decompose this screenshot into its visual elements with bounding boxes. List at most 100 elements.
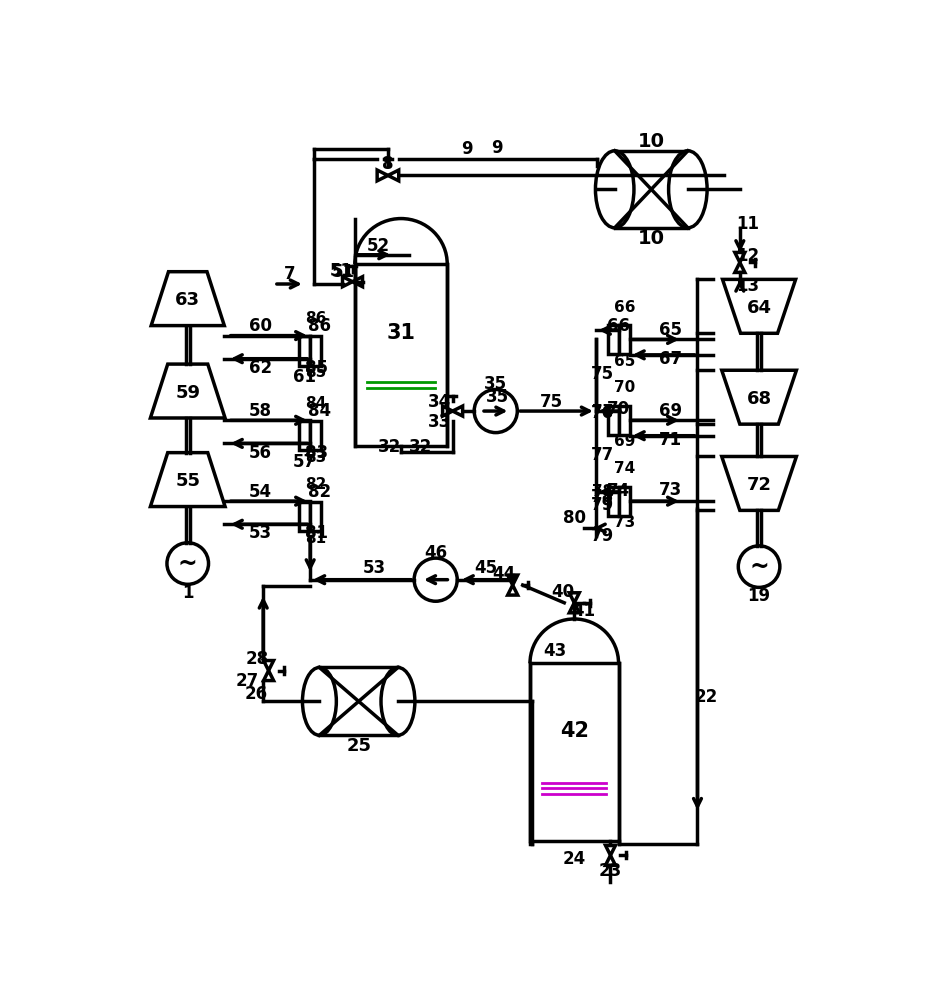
Text: 31: 31 xyxy=(387,323,416,343)
Polygon shape xyxy=(377,170,388,181)
Polygon shape xyxy=(151,364,225,418)
Text: 54: 54 xyxy=(248,483,272,501)
Text: 55: 55 xyxy=(175,472,200,490)
Text: 62: 62 xyxy=(248,359,272,377)
Text: 44: 44 xyxy=(492,565,515,583)
Text: 82: 82 xyxy=(308,483,331,501)
Text: ~: ~ xyxy=(178,552,198,576)
Text: 82: 82 xyxy=(305,477,327,492)
Text: 28: 28 xyxy=(246,650,268,668)
Polygon shape xyxy=(722,370,796,424)
Text: 33: 33 xyxy=(428,413,451,431)
Polygon shape xyxy=(343,277,353,287)
Polygon shape xyxy=(453,406,463,416)
Text: 32: 32 xyxy=(408,438,432,456)
Bar xyxy=(319,667,398,735)
Text: 63: 63 xyxy=(175,291,200,309)
Text: 42: 42 xyxy=(560,721,589,741)
Text: 23: 23 xyxy=(598,862,622,880)
Ellipse shape xyxy=(669,151,707,228)
Text: ~: ~ xyxy=(749,555,769,579)
Text: 24: 24 xyxy=(563,850,586,868)
Polygon shape xyxy=(723,279,796,333)
Text: 34: 34 xyxy=(428,393,451,411)
Polygon shape xyxy=(152,272,224,326)
Text: 78: 78 xyxy=(592,484,614,499)
Text: 73: 73 xyxy=(614,515,635,530)
Bar xyxy=(299,421,311,450)
Text: 59: 59 xyxy=(175,384,200,402)
Bar xyxy=(355,264,447,446)
Bar xyxy=(614,151,688,228)
Text: 86: 86 xyxy=(308,317,331,335)
Text: 41: 41 xyxy=(572,602,595,620)
Text: 81: 81 xyxy=(305,524,327,542)
Text: 58: 58 xyxy=(248,402,272,420)
Text: 7: 7 xyxy=(283,265,295,283)
Text: 66: 66 xyxy=(614,300,635,315)
Text: 22: 22 xyxy=(695,688,718,706)
Bar xyxy=(619,325,630,354)
Text: 10: 10 xyxy=(638,229,664,248)
Ellipse shape xyxy=(381,667,415,735)
Bar xyxy=(299,336,311,366)
Circle shape xyxy=(474,389,518,433)
Polygon shape xyxy=(605,855,615,865)
Polygon shape xyxy=(508,585,518,595)
Text: 26: 26 xyxy=(245,685,268,703)
Text: 46: 46 xyxy=(424,544,447,562)
Text: 65: 65 xyxy=(659,321,682,339)
Text: 12: 12 xyxy=(736,247,759,265)
Text: 57: 57 xyxy=(294,453,316,471)
Polygon shape xyxy=(263,661,274,671)
Text: 80: 80 xyxy=(563,509,586,527)
Text: 60: 60 xyxy=(248,317,272,335)
Polygon shape xyxy=(353,277,362,287)
Polygon shape xyxy=(151,453,225,507)
Ellipse shape xyxy=(302,667,336,735)
Polygon shape xyxy=(569,593,580,603)
Text: 13: 13 xyxy=(736,277,759,295)
Polygon shape xyxy=(735,262,745,272)
Text: 43: 43 xyxy=(543,642,566,660)
Text: 79: 79 xyxy=(591,527,614,545)
Text: 76: 76 xyxy=(591,404,614,422)
Text: 53: 53 xyxy=(248,524,272,542)
Bar xyxy=(619,487,630,516)
Polygon shape xyxy=(263,671,274,681)
Text: 86: 86 xyxy=(305,311,327,326)
Text: 83: 83 xyxy=(305,450,327,465)
Text: 69: 69 xyxy=(659,402,682,420)
Bar xyxy=(608,406,619,435)
Text: 9: 9 xyxy=(461,140,472,158)
Text: 64: 64 xyxy=(746,299,772,317)
Text: 27: 27 xyxy=(235,672,259,690)
Text: 10: 10 xyxy=(638,132,664,151)
Bar xyxy=(608,325,619,354)
Bar xyxy=(619,406,630,435)
Text: 74: 74 xyxy=(607,482,630,500)
Text: 8: 8 xyxy=(382,155,393,173)
Circle shape xyxy=(414,558,457,601)
Circle shape xyxy=(739,546,780,587)
Text: 77: 77 xyxy=(592,404,614,419)
Text: 19: 19 xyxy=(747,587,771,605)
Polygon shape xyxy=(442,406,453,416)
Polygon shape xyxy=(508,575,518,585)
Text: 25: 25 xyxy=(346,737,371,755)
Text: 75: 75 xyxy=(539,393,563,411)
Text: 74: 74 xyxy=(614,461,635,476)
Bar xyxy=(530,663,618,841)
Text: 9: 9 xyxy=(491,139,503,157)
Text: 84: 84 xyxy=(308,402,331,420)
Text: 78: 78 xyxy=(591,488,614,506)
Text: 84: 84 xyxy=(305,396,327,411)
Text: 83: 83 xyxy=(305,444,327,462)
Text: 11: 11 xyxy=(736,215,759,233)
Text: 73: 73 xyxy=(659,481,682,499)
Text: 70: 70 xyxy=(607,400,630,418)
Bar xyxy=(311,336,321,366)
Text: 69: 69 xyxy=(614,434,635,449)
Text: 71: 71 xyxy=(659,431,682,449)
Polygon shape xyxy=(388,170,399,181)
